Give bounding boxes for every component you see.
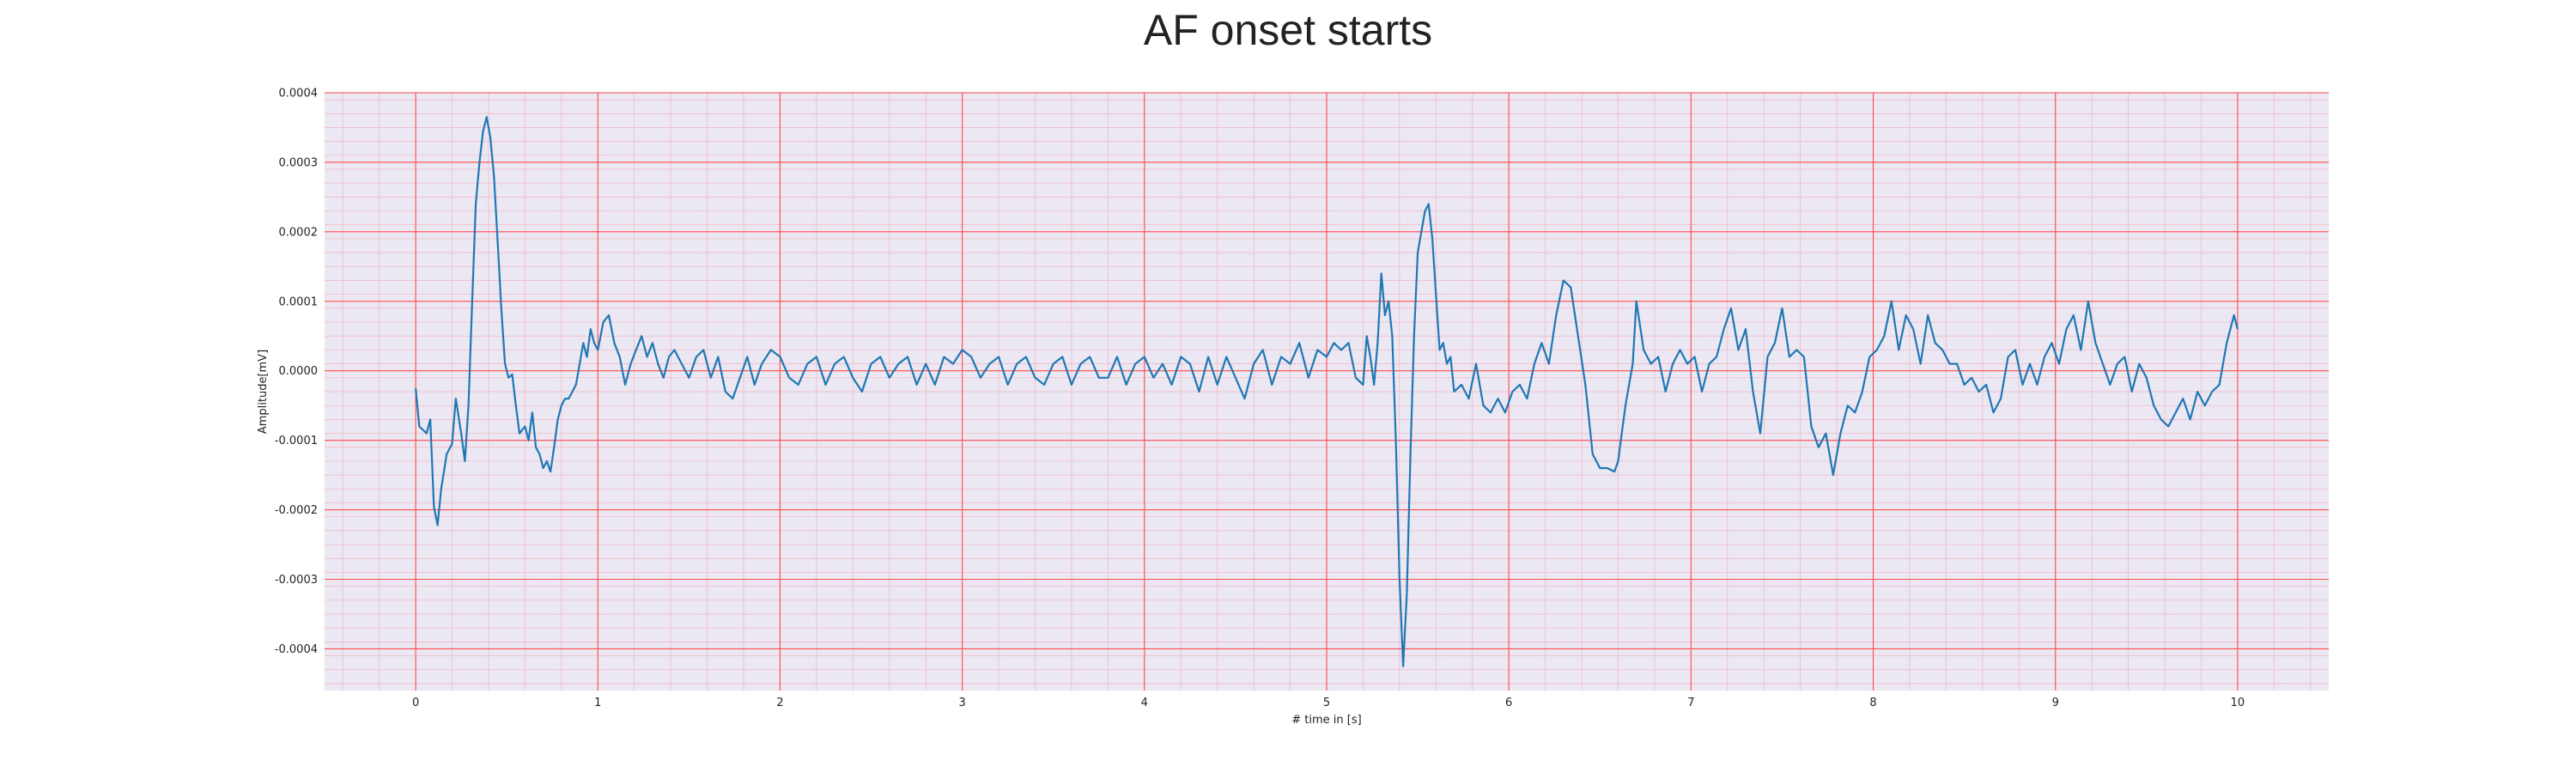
x-axis-label: # time in [s]	[1291, 714, 1361, 727]
x-tick-label: 1	[594, 697, 601, 709]
x-tick-label: 6	[1505, 697, 1512, 709]
series-layer	[415, 116, 2239, 667]
x-tick-label: 4	[1141, 697, 1148, 709]
x-tick-label: 10	[2231, 697, 2245, 709]
y-tick-label: -0.0003	[275, 574, 318, 587]
y-tick-label: -0.0001	[275, 435, 318, 447]
x-tick-label: 9	[2052, 697, 2059, 709]
x-tick-labels: 0 1 2 3 4 5 6 7 8 9 10	[412, 697, 2245, 709]
chart-title: AF onset starts	[1143, 6, 1433, 54]
y-tick-label: 0.0001	[279, 295, 319, 308]
y-tick-label: 0.0002	[279, 226, 319, 239]
y-axis-label: Amplitude[mV]	[257, 350, 270, 434]
x-tick-label: 7	[1687, 697, 1694, 709]
x-tick-label: 8	[1869, 697, 1876, 709]
y-tick-label: 0.0000	[279, 365, 319, 378]
major-grid	[325, 92, 2329, 691]
ecg-signal-line	[415, 116, 2239, 667]
y-tick-labels: 0.0004 0.0003 0.0002 0.0001 0.0000 -0.0001 -0.…	[275, 88, 318, 656]
x-tick-label: 5	[1323, 697, 1330, 709]
x-tick-label: 0	[412, 697, 419, 709]
y-tick-label: -0.0002	[275, 504, 318, 517]
y-tick-label: 0.0003	[279, 156, 319, 169]
x-tick-label: 2	[776, 697, 783, 709]
y-tick-label: -0.0004	[275, 643, 318, 656]
x-tick-label: 3	[958, 697, 965, 709]
y-tick-label: 0.0004	[279, 88, 319, 100]
